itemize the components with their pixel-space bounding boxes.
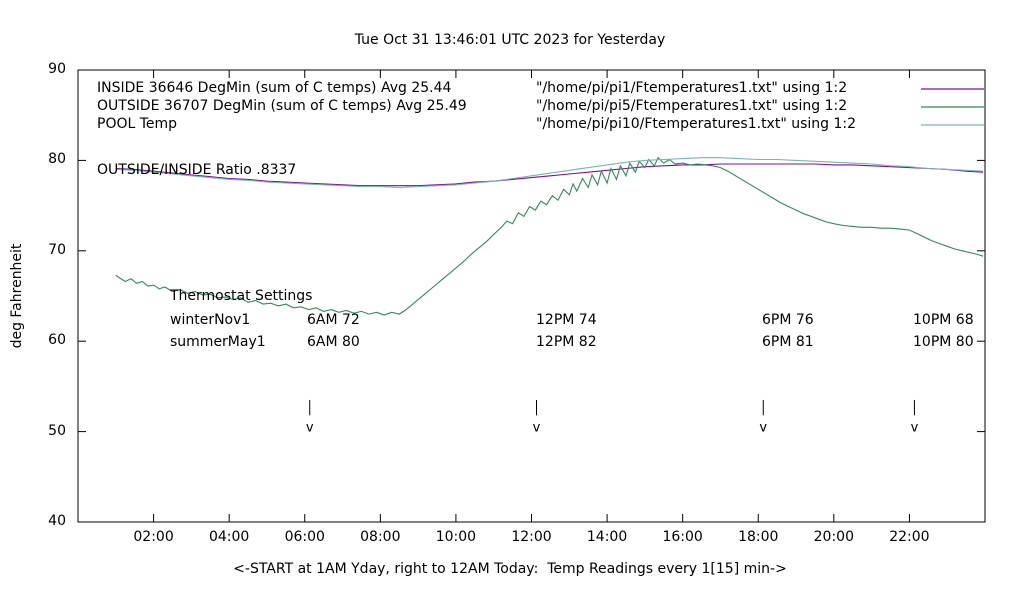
- thermostat-summer-12pm: 12PM 82: [536, 334, 597, 350]
- thermostat-summer-10pm: 10PM 80: [913, 334, 974, 350]
- thermostat-heading: Thermostat Settings: [170, 288, 313, 304]
- legend-row-pool: POOL Temp "/home/pi/pi10/Ftemperatures1.…: [0, 116, 1020, 134]
- legend-label-inside: INSIDE 36646 DegMin (sum of C temps) Avg…: [97, 80, 452, 96]
- x-tick-label: 10:00: [435, 529, 477, 545]
- thermostat-winter-12pm: 12PM 74: [536, 312, 597, 328]
- y-tick-label: 40: [48, 513, 66, 529]
- arrow-head-icon: v: [759, 421, 767, 436]
- x-axis-label: <-START at 1AM Yday, right to 12AM Today…: [233, 561, 787, 577]
- series-line-outside: [115, 156, 984, 316]
- thermostat-winter-10pm: 10PM 68: [913, 312, 974, 328]
- thermostat-row-summer: summerMay1 6AM 80 12PM 82 6PM 81 10PM 80: [0, 334, 1020, 352]
- thermostat-winter-6pm: 6PM 76: [762, 312, 814, 328]
- x-tick-label: 22:00: [889, 529, 930, 545]
- x-tick-label: 12:00: [511, 529, 552, 545]
- arrow-head-icon: v: [306, 421, 314, 436]
- y-tick-label: 80: [48, 151, 66, 168]
- y-tick-label: 70: [48, 241, 66, 258]
- y-tick-label: 60: [48, 332, 66, 349]
- legend-label-pool: POOL Temp: [97, 116, 178, 132]
- x-tick-label: 16:00: [662, 529, 703, 545]
- legend-file-outside: "/home/pi/pi5/Ftemperatures1.txt" using …: [536, 98, 848, 114]
- thermostat-season-summer: summerMay1: [170, 334, 266, 350]
- legend-file-inside: "/home/pi/pi1/Ftemperatures1.txt" using …: [536, 80, 848, 96]
- legend-file-pool: "/home/pi/pi10/Ftemperatures1.txt" using…: [536, 116, 857, 132]
- legend-row-outside: OUTSIDE 36707 DegMin (sum of C temps) Av…: [0, 98, 1020, 116]
- x-tick-label: 18:00: [738, 529, 779, 545]
- x-tick-label: 04:00: [208, 529, 250, 545]
- arrow-head-icon: v: [911, 421, 919, 436]
- series-line-inside: [115, 163, 984, 187]
- x-tick-label: 14:00: [586, 529, 628, 545]
- series-line-pool-temp: [115, 157, 984, 189]
- y-tick-label: 50: [48, 422, 66, 439]
- thermostat-summer-6pm: 6PM 81: [762, 334, 814, 350]
- legend-row-inside: INSIDE 36646 DegMin (sum of C temps) Avg…: [0, 80, 1020, 98]
- arrow-head-icon: v: [533, 421, 541, 436]
- thermostat-row-winter: winterNov1 6AM 72 12PM 74 6PM 76 10PM 68: [0, 312, 1020, 330]
- chart-title: Tue Oct 31 13:46:01 UTC 2023 for Yesterd…: [354, 32, 666, 48]
- ratio-annotation: OUTSIDE/INSIDE Ratio .8337: [97, 162, 297, 178]
- x-tick-label: 06:00: [284, 529, 325, 545]
- y-axis-label: deg Fahrenheit: [9, 243, 25, 349]
- x-tick-label: 08:00: [360, 529, 401, 545]
- x-tick-label: 02:00: [133, 529, 174, 545]
- y-tick-label: 90: [48, 61, 66, 77]
- legend-label-outside: OUTSIDE 36707 DegMin (sum of C temps) Av…: [97, 98, 467, 114]
- thermostat-summer-6am: 6AM 80: [307, 334, 360, 350]
- thermostat-season-winter: winterNov1: [170, 312, 251, 328]
- thermostat-winter-6am: 6AM 72: [307, 312, 360, 328]
- x-tick-label: 20:00: [813, 529, 855, 545]
